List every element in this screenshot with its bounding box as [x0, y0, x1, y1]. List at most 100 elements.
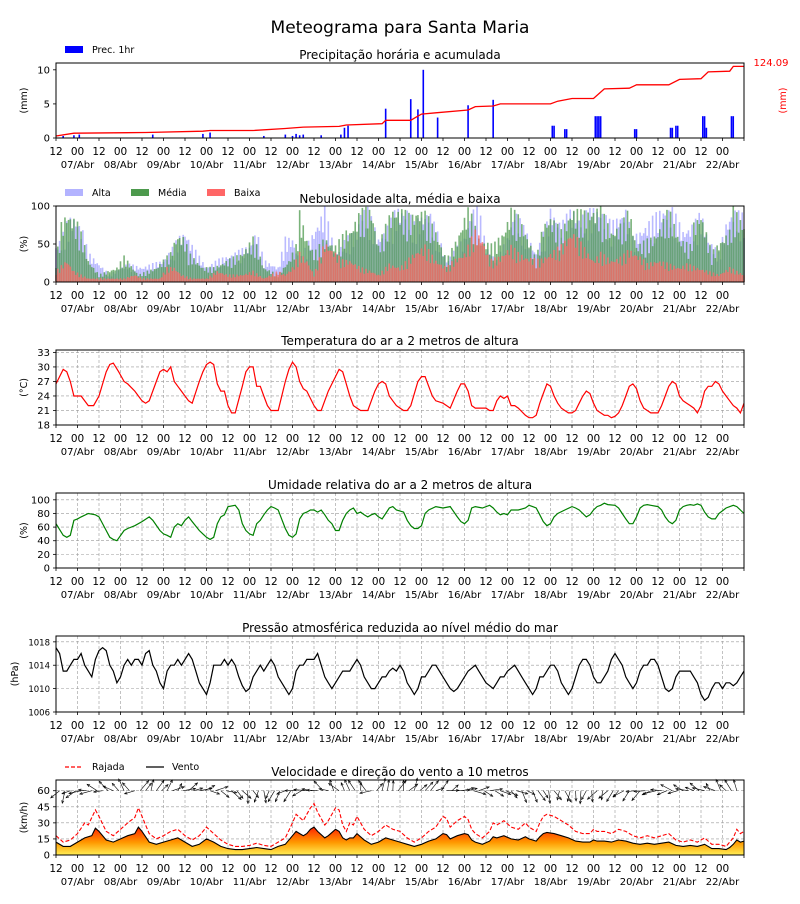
- x-tick-label: 00: [630, 576, 643, 588]
- x-day-label: 15/Abr: [405, 877, 439, 888]
- cloud-bar-low: [351, 264, 353, 282]
- cloud-bar-mid: [123, 255, 125, 282]
- y-tick-label: 80: [37, 509, 50, 520]
- cloud-bar-low: [738, 274, 740, 282]
- cloud-bar-low: [96, 278, 98, 282]
- grid: [53, 636, 744, 715]
- cloud-bar-low: [582, 259, 584, 282]
- cloud-bar-low: [537, 259, 539, 282]
- x-day-label: 19/Abr: [577, 304, 611, 315]
- cloud-bar-low: [483, 246, 485, 282]
- cloud-bar-low: [491, 259, 493, 282]
- x-tick-label: 00: [587, 146, 600, 158]
- cloud-bar-low: [500, 262, 502, 282]
- cloud-bar-low: [586, 258, 588, 282]
- precip-bar: [704, 116, 706, 138]
- x-tick-label: 12: [135, 433, 148, 445]
- cloud-bar-low: [279, 272, 281, 282]
- cloud-bar-low: [557, 247, 559, 282]
- precip-bar: [295, 134, 297, 138]
- cloud-bar-low: [698, 270, 700, 282]
- x-day-label: 12/Abr: [276, 160, 310, 171]
- cloud-bar-low: [564, 241, 566, 282]
- x-tick-label: 00: [544, 290, 557, 302]
- x-tick-label: 12: [307, 290, 320, 302]
- cloud-bar-low: [172, 271, 174, 282]
- x-tick-label: 00: [501, 720, 514, 732]
- cloud-bar-low: [426, 261, 428, 282]
- x-day-label: 15/Abr: [405, 304, 439, 315]
- cloud-bar-low: [387, 271, 389, 282]
- cloud-bar-low: [440, 265, 442, 282]
- x-day-label: 10/Abr: [190, 877, 224, 888]
- legend-swatch: [65, 189, 83, 196]
- cloud-bar-low: [682, 266, 684, 282]
- precip-bar: [672, 128, 674, 138]
- cloud-bar-mid: [82, 252, 84, 282]
- wind-arrow: [533, 791, 538, 802]
- cloud-bar-low: [342, 259, 344, 282]
- x-tick-label: 00: [114, 576, 127, 588]
- x-tick-label: 12: [178, 146, 191, 158]
- cloud-bar-low: [59, 273, 61, 282]
- x-tick-label: 00: [286, 146, 299, 158]
- cloud-bar-low: [268, 276, 270, 282]
- y-tick-label: 60: [37, 786, 50, 797]
- x-tick-label: 12: [92, 290, 105, 302]
- x-tick-label: 00: [157, 433, 170, 445]
- x-day-label: 22/Abr: [706, 160, 740, 171]
- cloud-bar-low: [240, 275, 242, 282]
- x-tick-label: 12: [694, 863, 707, 875]
- cloud-bar-low: [360, 272, 362, 282]
- cloud-bar-low: [164, 275, 166, 282]
- x-tick-label: 12: [651, 290, 664, 302]
- cloud-bar-low: [229, 274, 231, 282]
- x-day-label: 22/Abr: [706, 447, 740, 458]
- x-tick-label: 00: [673, 290, 686, 302]
- wind-arrow: [725, 780, 732, 791]
- x-day-label: 16/Abr: [448, 160, 482, 171]
- cloud-bar-low: [412, 255, 414, 282]
- cloud-bar-low: [467, 245, 469, 282]
- cloud-bar-low: [358, 266, 360, 282]
- x-day-label: 14/Abr: [362, 160, 396, 171]
- x-day-label: 14/Abr: [362, 877, 396, 888]
- cloud-bar-low: [474, 230, 476, 282]
- x-tick-label: 12: [92, 433, 105, 445]
- cloud-bar-low: [700, 270, 702, 282]
- x-day-label: 15/Abr: [405, 160, 439, 171]
- x-day-label: 17/Abr: [491, 160, 525, 171]
- cloud-bar-low: [655, 263, 657, 282]
- cloud-bar-low: [256, 273, 258, 282]
- x-tick-label: 00: [71, 433, 84, 445]
- cloud-bar-low: [285, 276, 287, 282]
- cloud-bar-low: [414, 258, 416, 282]
- y-tick-label: 100: [31, 495, 50, 506]
- cloud-bar-low: [345, 260, 347, 282]
- x-day-label: 11/Abr: [233, 590, 267, 601]
- cloud-bar-low: [209, 276, 211, 282]
- cloud-bar-low: [242, 276, 244, 282]
- cloud-bar-low: [70, 267, 72, 282]
- y-tick-label: 50: [37, 240, 50, 251]
- cloud-bar-low: [458, 258, 460, 282]
- x-day-label: 14/Abr: [362, 447, 396, 458]
- cloud-bar-low: [78, 277, 80, 282]
- x-day-label: 11/Abr: [233, 734, 267, 745]
- x-day-label: 08/Abr: [104, 160, 138, 171]
- x-tick-label: 00: [372, 863, 385, 875]
- x-tick-label: 12: [135, 863, 148, 875]
- cloud-bar-low: [367, 273, 369, 282]
- cloud-bar-low: [446, 272, 448, 282]
- cloud-bar-low: [64, 262, 66, 282]
- cloud-bar-low: [641, 265, 643, 282]
- x-tick-label: 00: [501, 146, 514, 158]
- cloud-bar-low: [541, 258, 543, 282]
- cloud-bar-low: [161, 277, 163, 282]
- legend-label: Vento: [172, 762, 199, 773]
- cloud-bar-low: [159, 278, 161, 282]
- x-day-label: 11/Abr: [233, 877, 267, 888]
- x-tick-label: 00: [157, 863, 170, 875]
- cloud-bar-low: [503, 256, 505, 282]
- precip-bar: [551, 126, 553, 138]
